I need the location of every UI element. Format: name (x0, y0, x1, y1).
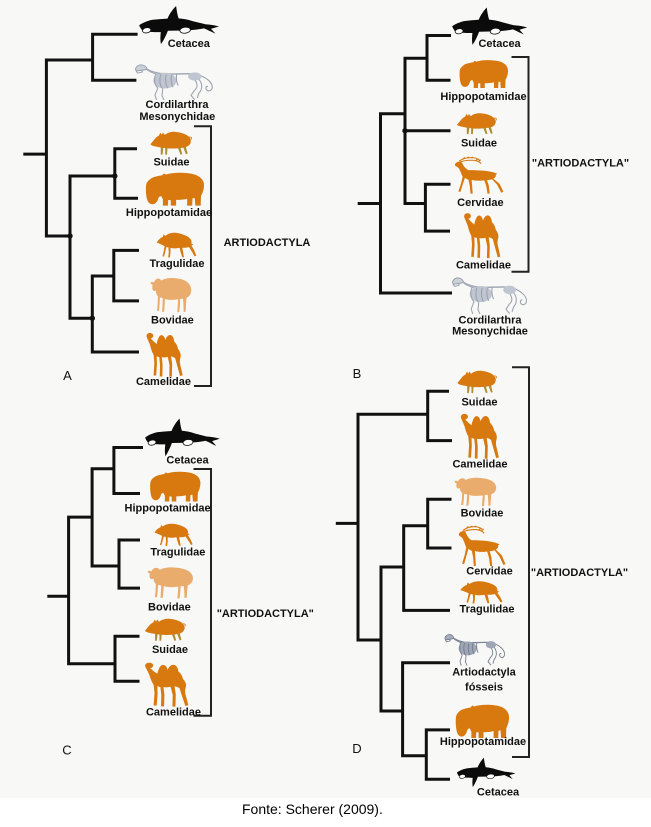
svg-text:Cetacea: Cetacea (477, 787, 520, 799)
svg-text:fósseis: fósseis (465, 682, 503, 694)
svg-text:Mesonychidae: Mesonychidae (139, 111, 215, 123)
svg-text:Cervidae: Cervidae (466, 566, 512, 578)
svg-text:Tragulidae: Tragulidae (149, 258, 204, 270)
svg-text:B: B (353, 366, 362, 381)
svg-text:A: A (63, 368, 72, 383)
svg-text:D: D (352, 741, 361, 756)
svg-text:"ARTIODACTYLA": "ARTIODACTYLA" (532, 158, 629, 170)
svg-text:"ARTIODACTYLA": "ARTIODACTYLA" (217, 608, 314, 620)
svg-text:Cordilarthra: Cordilarthra (459, 315, 523, 327)
svg-text:ARTIODACTYLA: ARTIODACTYLA (224, 237, 311, 249)
svg-text:Suidae: Suidae (461, 397, 497, 409)
svg-text:Artiodactyla: Artiodactyla (452, 667, 516, 679)
svg-text:Tragulidae: Tragulidae (150, 547, 205, 559)
svg-text:Camelidae: Camelidae (136, 376, 191, 388)
svg-text:Tragulidae: Tragulidae (459, 604, 514, 616)
svg-text:Mesonychidae: Mesonychidae (452, 326, 528, 338)
svg-text:Cordilarthra: Cordilarthra (146, 99, 210, 111)
svg-text:Hippopotamidae: Hippopotamidae (125, 503, 211, 515)
svg-text:Cervidae: Cervidae (457, 197, 503, 209)
svg-text:Hippopotamidae: Hippopotamidae (440, 736, 526, 748)
svg-text:Camelidae: Camelidae (452, 459, 507, 471)
svg-text:Cetacea: Cetacea (166, 455, 209, 467)
svg-text:Hippopotamidae: Hippopotamidae (126, 207, 212, 219)
svg-text:C: C (62, 743, 71, 758)
svg-text:Cetacea: Cetacea (478, 38, 521, 50)
svg-text:Camelidae: Camelidae (456, 260, 511, 272)
svg-text:Suidae: Suidae (153, 157, 189, 169)
svg-text:Fonte: Scherer (2009).: Fonte: Scherer (2009). (242, 801, 383, 817)
svg-text:Camelidae: Camelidae (146, 707, 201, 719)
svg-text:Suidae: Suidae (461, 138, 497, 150)
svg-text:Bovidae: Bovidae (461, 508, 504, 520)
svg-text:Bovidae: Bovidae (151, 315, 194, 327)
svg-text:Hippopotamidae: Hippopotamidae (440, 91, 526, 103)
svg-text:Bovidae: Bovidae (148, 602, 191, 614)
svg-text:Cetacea: Cetacea (168, 38, 211, 50)
svg-text:Suidae: Suidae (152, 644, 188, 656)
svg-text:"ARTIODACTYLA": "ARTIODACTYLA" (531, 567, 628, 579)
